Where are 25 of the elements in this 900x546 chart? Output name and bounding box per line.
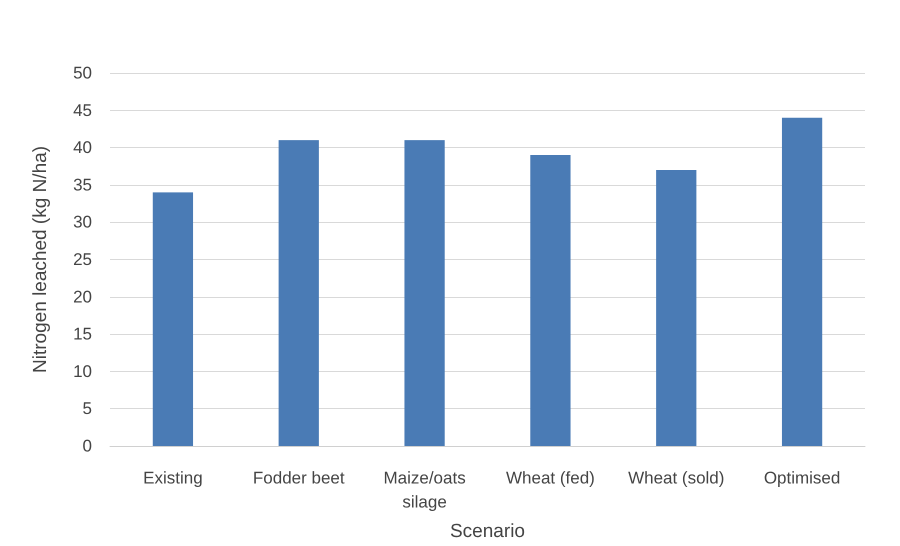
y-tick-label: 10 xyxy=(73,362,92,381)
y-tick-label: 40 xyxy=(73,138,92,158)
y-tick-label: 35 xyxy=(73,175,92,194)
y-axis-title: Nitrogen leached (kg N/ha) xyxy=(30,146,51,374)
y-tick-label: 45 xyxy=(73,100,92,120)
x-axis-title: Scenario xyxy=(450,521,525,542)
x-tick-label: Existing xyxy=(143,468,203,488)
bar xyxy=(152,192,194,446)
y-tick-label: 5 xyxy=(82,399,92,418)
bar xyxy=(404,140,445,446)
bar xyxy=(278,140,319,446)
y-tick-label: 30 xyxy=(73,212,92,232)
x-tick-label: Fodder beet xyxy=(252,468,345,488)
bar xyxy=(782,118,822,446)
bar xyxy=(656,170,696,446)
y-tick-label: 25 xyxy=(73,250,92,269)
x-tick-label: Wheat (sold) xyxy=(628,468,724,488)
y-tick-label: 50 xyxy=(73,64,92,82)
x-tick-label: Wheat (fed) xyxy=(506,468,595,488)
x-tick-label: Maize/oats silage xyxy=(383,468,466,512)
y-tick-label: 20 xyxy=(73,287,92,306)
y-tick-label: 0 xyxy=(82,436,92,456)
y-tick-label: 15 xyxy=(73,324,92,344)
bar xyxy=(530,155,571,446)
x-tick-label: Optimised xyxy=(764,468,840,488)
